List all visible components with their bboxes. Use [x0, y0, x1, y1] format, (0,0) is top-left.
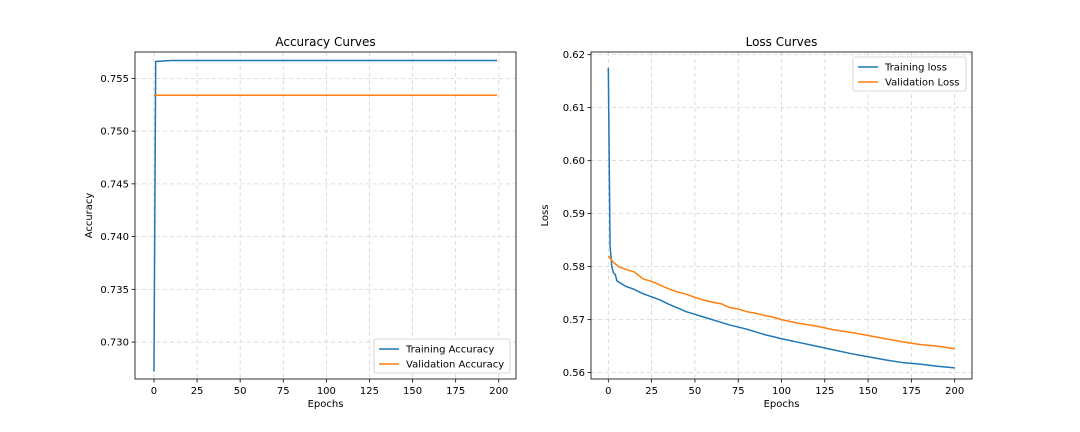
accuracy-x-tick-label-2: 50: [234, 386, 247, 397]
accuracy-x-tick-label-5: 125: [360, 386, 379, 397]
loss-y-tick-label-2: 0.58: [563, 262, 585, 273]
accuracy-x-tick-label-8: 200: [489, 386, 508, 397]
accuracy-legend-label-0: Training Accuracy: [405, 345, 494, 356]
loss-y-tick-label-6: 0.62: [563, 50, 585, 61]
loss-x-tick-label-7: 175: [902, 386, 921, 397]
accuracy-axes-frame: [134, 51, 517, 380]
loss-legend-box: [852, 56, 967, 92]
accuracy-x-tick-label-3: 75: [277, 386, 290, 397]
accuracy-x-tick-label-0: 0: [151, 386, 157, 397]
accuracy-x-tick-label-4: 100: [317, 386, 336, 397]
loss-x-tick-label-2: 50: [689, 386, 702, 397]
loss-y-tick-label-5: 0.61: [563, 103, 585, 114]
loss-x-tick-label-8: 200: [945, 386, 964, 397]
loss-y-tick-label-0: 0.56: [563, 368, 585, 379]
accuracy-legend: Training Accuracy Validation Accuracy: [373, 338, 511, 374]
accuracy-y-axis-label: Accuracy: [84, 193, 95, 239]
accuracy-series-line-0: [153, 59, 498, 372]
accuracy-x-axis-label: Epochs: [308, 399, 344, 410]
loss-x-axis-label: Epochs: [764, 399, 800, 410]
accuracy-legend-label-1: Validation Accuracy: [406, 360, 504, 371]
loss-x-tick-label-3: 75: [732, 386, 745, 397]
accuracy-y-tick-label-1: 0.735: [100, 285, 129, 296]
loss-legend-label-0: Training loss: [884, 63, 947, 74]
accuracy-y-tick-label-5: 0.755: [100, 74, 129, 85]
loss-y-tick-label-4: 0.60: [563, 156, 585, 167]
loss-chart: 0 25 50 75 100 125 150 175 200 0.56 0.57 0.58 0.59 0.…: [540, 35, 973, 410]
accuracy-x-tick-label-1: 25: [191, 386, 204, 397]
accuracy-y-tick-label-2: 0.740: [100, 232, 129, 243]
loss-series-line-0: [607, 67, 955, 369]
loss-x-tick-label-1: 25: [645, 386, 658, 397]
loss-x-tick-label-0: 0: [605, 386, 611, 397]
loss-legend-label-1: Validation Loss: [885, 78, 960, 89]
loss-x-tick-label-6: 150: [859, 386, 878, 397]
loss-y-axis-label: Loss: [540, 205, 551, 227]
loss-series-line-1: [607, 255, 955, 350]
loss-x-tick-label-5: 125: [815, 386, 834, 397]
accuracy-chart-title: Accuracy Curves: [275, 35, 375, 49]
accuracy-x-tick-label-6: 150: [403, 386, 422, 397]
loss-chart-title: Loss Curves: [746, 35, 818, 49]
accuracy-y-tick-label-3: 0.745: [100, 179, 129, 190]
loss-y-tick-label-1: 0.57: [563, 315, 585, 326]
accuracy-x-tick-label-7: 175: [446, 386, 465, 397]
accuracy-y-tick-label-0: 0.730: [100, 338, 129, 349]
loss-x-tick-label-4: 100: [772, 386, 791, 397]
accuracy-chart: 0 25 50 75 100 125 150 175 200 0.730 0.735 0.740 0.7…: [84, 35, 517, 410]
accuracy-legend-box: [373, 338, 511, 374]
loss-y-tick-label-3: 0.59: [563, 209, 585, 220]
accuracy-y-tick-label-4: 0.750: [100, 127, 129, 138]
loss-legend: Training loss Validation Loss: [852, 56, 967, 92]
